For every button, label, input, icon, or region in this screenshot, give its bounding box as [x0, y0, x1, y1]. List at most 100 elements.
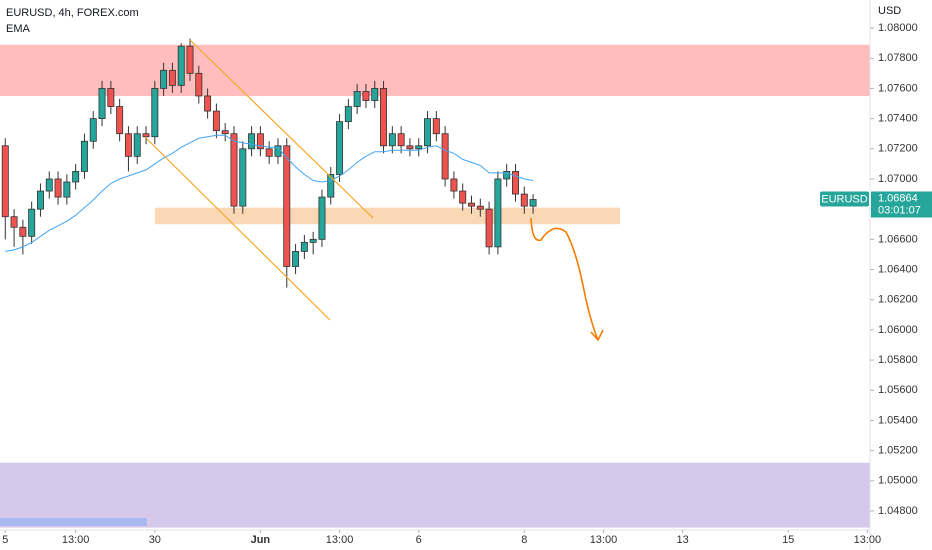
- indicator-label: EMA: [6, 23, 31, 35]
- y-tick-label: 1.07800: [878, 52, 918, 64]
- x-tick-label: Jun: [251, 534, 271, 546]
- currency-label: USD: [878, 5, 901, 17]
- candle-body: [362, 91, 370, 101]
- candle-body: [221, 130, 229, 135]
- candle-body: [256, 133, 264, 150]
- arrow-head: [590, 329, 604, 342]
- candle-body: [520, 193, 528, 207]
- y-tick-label: 1.05200: [878, 445, 918, 457]
- candle-body: [168, 69, 176, 86]
- x-tick-label: 13: [677, 534, 689, 546]
- channel-upper: [189, 39, 374, 219]
- x-tick-label: 13:00: [854, 534, 882, 546]
- zone: [0, 44, 870, 96]
- candle-body: [327, 174, 335, 198]
- y-tick-label: 1.05600: [878, 384, 918, 396]
- candle-body: [406, 145, 414, 150]
- y-tick-label: 1.05800: [878, 354, 918, 366]
- candle-body: [265, 148, 273, 157]
- candle-body: [344, 106, 352, 123]
- candle-body: [63, 181, 71, 198]
- candle-body: [142, 133, 150, 138]
- chart-title: EURUSD, 4h, FOREX.com: [6, 7, 139, 19]
- candle-body: [397, 133, 405, 147]
- candle-body: [230, 133, 238, 207]
- x-tick-label: 15: [782, 534, 794, 546]
- scrollbar[interactable]: [0, 518, 147, 526]
- candle-body: [177, 45, 185, 86]
- axes: 1.08000 1.07800 1.07600 1.07400 1.07200 1.070…: [2, 22, 932, 546]
- candle-body: [54, 178, 62, 198]
- candle-body: [503, 171, 511, 180]
- y-tick-label: 1.06600: [878, 233, 918, 245]
- y-tick-label: 1.06000: [878, 324, 918, 336]
- countdown-label: 03:01:07: [878, 204, 921, 216]
- candle-body: [248, 133, 256, 150]
- x-tick-label: 30: [149, 534, 161, 546]
- x-tick-label: 13:00: [326, 534, 354, 546]
- candle-body: [151, 88, 159, 138]
- x-tick-label: 8: [521, 534, 527, 546]
- candle-body: [441, 133, 449, 180]
- candle-body: [98, 88, 106, 120]
- candle-body: [424, 118, 432, 147]
- candle-body: [415, 145, 423, 150]
- candle-body: [10, 216, 18, 228]
- candle-body: [318, 196, 326, 240]
- symbol-tag: [820, 191, 869, 207]
- ema-line: [5, 134, 534, 252]
- projection-arrow: [530, 217, 599, 341]
- candle-body: [283, 145, 291, 267]
- x-tick-label: 6: [416, 534, 422, 546]
- price-tag-label: 1.06864: [878, 192, 918, 204]
- candle-body: [485, 208, 493, 248]
- price-tag: [871, 191, 932, 218]
- candle-body: [80, 140, 88, 172]
- candle-body: [529, 199, 537, 207]
- y-tick-label: 1.05400: [878, 414, 918, 426]
- y-tick-label: 1.05000: [878, 475, 918, 487]
- candle-body: [160, 69, 168, 89]
- candle-body: [36, 190, 44, 210]
- zone: [0, 462, 870, 528]
- channel-lower: [144, 136, 331, 321]
- candle-body: [300, 241, 308, 252]
- candle-body: [195, 72, 203, 97]
- candle-body: [28, 208, 36, 237]
- plot: [1, 38, 537, 288]
- y-tick-label: 1.04800: [878, 505, 918, 517]
- candle-body: [380, 88, 388, 147]
- zones: [0, 44, 870, 528]
- x-tick-label: 13:00: [62, 534, 90, 546]
- candle-body: [116, 106, 124, 135]
- y-tick-label: 1.06200: [878, 294, 918, 306]
- candle-body: [371, 88, 379, 101]
- candle-body: [353, 91, 361, 107]
- candle-body: [476, 205, 484, 210]
- candle-body: [124, 133, 132, 157]
- candle-body: [133, 133, 141, 157]
- candle-body: [212, 110, 220, 132]
- candle-body: [388, 133, 396, 147]
- y-tick-label: 1.07000: [878, 173, 918, 185]
- candle-body: [239, 148, 247, 207]
- y-tick-label: 1.07200: [878, 143, 918, 155]
- candle-body: [494, 178, 502, 248]
- candle-body: [107, 88, 115, 107]
- candle-body: [450, 178, 458, 192]
- candle-body: [89, 118, 97, 142]
- x-tick-label: 5: [2, 534, 8, 546]
- candle-body: [459, 190, 467, 204]
- candle-body: [432, 118, 440, 135]
- symbol-tag-label: EURUSD: [821, 193, 868, 205]
- candle-body: [1, 145, 9, 218]
- candle-body: [336, 121, 344, 175]
- zone: [155, 207, 620, 225]
- candle-body: [72, 171, 80, 183]
- y-tick-label: 1.07400: [878, 113, 918, 125]
- candle-body: [468, 202, 475, 207]
- x-tick-label: 13:00: [590, 534, 618, 546]
- y-tick-label: 1.06400: [878, 263, 918, 275]
- y-tick-label: 1.07600: [878, 82, 918, 94]
